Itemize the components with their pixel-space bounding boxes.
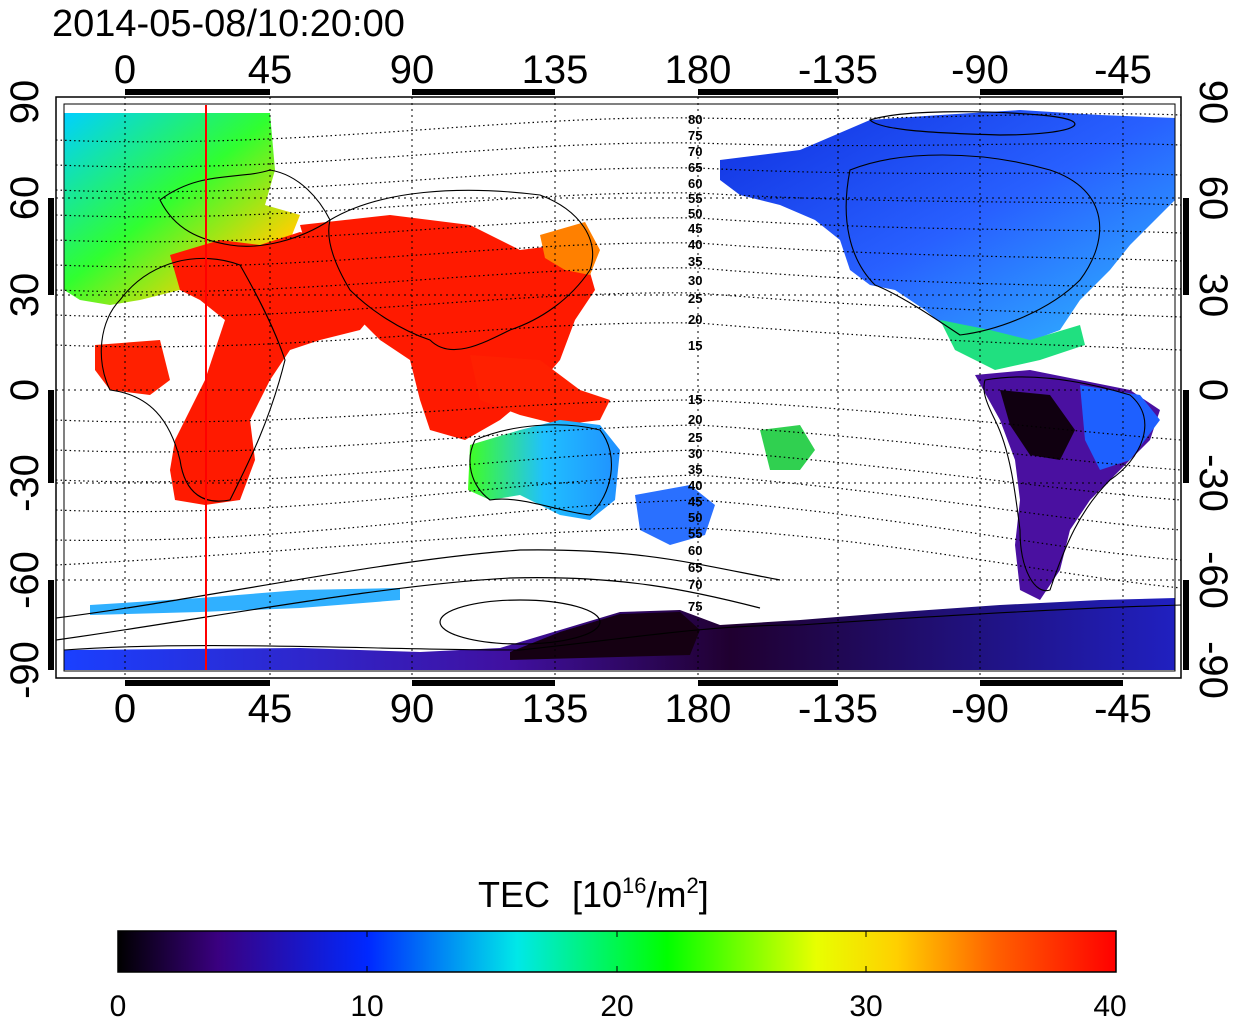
colorbar-unit-exp1: 16 bbox=[622, 873, 646, 898]
tec-patch-west-africa bbox=[95, 340, 170, 395]
colorbar-tick-label: 20 bbox=[600, 990, 633, 1021]
left-lat-labels: 90 60 30 0 -30 -60 -90 bbox=[3, 80, 47, 699]
right-lat-label: 60 bbox=[1191, 176, 1235, 221]
tec-patch-australia bbox=[468, 420, 620, 520]
coastlines bbox=[63, 154, 1181, 651]
contour-labels-south: 15 20 25 30 35 40 45 50 55 60 65 70 75 bbox=[688, 392, 702, 614]
bottom-lon-label: 90 bbox=[390, 687, 435, 731]
colorbar-unit-close: ] bbox=[699, 874, 709, 915]
contour-label: 60 bbox=[688, 176, 702, 191]
contour-label: 35 bbox=[688, 254, 702, 269]
bottom-lon-labels: 0 45 90 135 180 -135 -90 -45 bbox=[114, 687, 1152, 731]
top-lon-labels: 0 45 90 135 180 -135 -90 -45 bbox=[114, 48, 1152, 92]
contour-label: 80 bbox=[688, 112, 702, 127]
tec-patch-sa-dark bbox=[1000, 390, 1075, 460]
left-lat-label: -60 bbox=[3, 551, 47, 609]
svg-text:TEC[1016/m2]: TEC [1016/m2] bbox=[478, 873, 709, 915]
contour-label: 15 bbox=[688, 392, 702, 407]
colorbar-unit-exp2: 2 bbox=[687, 873, 699, 898]
colorbar-tick-label: 10 bbox=[350, 990, 383, 1021]
map-title: 2014-05-08/10:20:00 bbox=[52, 3, 405, 45]
colorbar-unit-open: [10 bbox=[572, 874, 622, 915]
contour-label: 25 bbox=[688, 291, 702, 306]
tec-patch-pacific bbox=[760, 425, 815, 470]
contour-label: 15 bbox=[688, 338, 702, 353]
bottom-lon-label: -90 bbox=[951, 687, 1009, 731]
right-lat-label: 0 bbox=[1191, 379, 1235, 401]
contour-label: 50 bbox=[688, 206, 702, 221]
contour-label: 45 bbox=[688, 221, 702, 236]
top-lon-label: -45 bbox=[1094, 48, 1152, 92]
contour-label: 20 bbox=[688, 412, 702, 427]
right-lat-label: -60 bbox=[1191, 551, 1235, 609]
tec-patch-new-zealand bbox=[635, 485, 715, 545]
colorbar-tick-label: 0 bbox=[110, 990, 127, 1021]
top-lon-label: -135 bbox=[798, 48, 878, 92]
contour-label: 30 bbox=[688, 446, 702, 461]
right-lat-label: 30 bbox=[1191, 273, 1235, 318]
map-grid bbox=[56, 97, 1181, 678]
contour-label: 75 bbox=[688, 128, 702, 143]
colorbar: 0 10 20 30 40 bbox=[110, 930, 1127, 1021]
bottom-lon-label: -135 bbox=[798, 687, 878, 731]
tec-patch-africa bbox=[170, 232, 385, 505]
contour-label: 45 bbox=[688, 494, 702, 509]
contour-label: 70 bbox=[688, 577, 702, 592]
right-lat-label: -30 bbox=[1191, 454, 1235, 512]
bottom-lon-label: 0 bbox=[114, 687, 136, 731]
right-lat-label: 90 bbox=[1191, 80, 1235, 125]
map-plot-area: 80 75 70 65 60 55 50 45 40 35 30 25 20 1… bbox=[56, 97, 1181, 678]
contour-label: 30 bbox=[688, 273, 702, 288]
magnetic-contours bbox=[56, 113, 1181, 589]
magnetic-contours-solid bbox=[56, 111, 1076, 645]
contour-label: 65 bbox=[688, 160, 702, 175]
contour-label: 65 bbox=[688, 560, 702, 575]
contour-label: 20 bbox=[688, 312, 702, 327]
contour-labels-north: 80 75 70 65 60 55 50 45 40 35 30 25 20 1… bbox=[688, 112, 702, 353]
contour-label: 55 bbox=[688, 526, 702, 541]
left-lat-label: -30 bbox=[3, 454, 47, 512]
right-lat-label: -90 bbox=[1191, 641, 1235, 699]
contour-label: 50 bbox=[688, 510, 702, 525]
colorbar-unit-mid: /m bbox=[647, 874, 687, 915]
bottom-lon-label: -45 bbox=[1094, 687, 1152, 731]
colorbar-tick-label: 30 bbox=[849, 990, 882, 1021]
colorbar-tick-label: 40 bbox=[1093, 990, 1126, 1021]
contour-label: 25 bbox=[688, 430, 702, 445]
colorbar-label: TEC [1016/m2] bbox=[478, 873, 709, 915]
contour-label: 60 bbox=[688, 543, 702, 558]
colorbar-label-name: TEC bbox=[478, 874, 550, 915]
contour-label: 40 bbox=[688, 478, 702, 493]
top-lon-label: 90 bbox=[390, 48, 435, 92]
left-lat-label: 30 bbox=[3, 273, 47, 318]
tec-patch-southern-ocean bbox=[90, 588, 400, 615]
contour-label: 35 bbox=[688, 462, 702, 477]
left-lat-label: 90 bbox=[3, 80, 47, 125]
tec-patch-indonesia bbox=[470, 355, 610, 425]
left-lat-label: 60 bbox=[3, 176, 47, 221]
contour-label: 70 bbox=[688, 144, 702, 159]
contour-label: 55 bbox=[688, 191, 702, 206]
left-lat-label: -90 bbox=[3, 641, 47, 699]
tec-patch-north-america bbox=[720, 110, 1175, 355]
colorbar-gradient bbox=[117, 930, 1117, 973]
left-lat-label: 0 bbox=[3, 379, 47, 401]
map-frame bbox=[48, 89, 1189, 686]
top-lon-label: 180 bbox=[665, 48, 732, 92]
contour-label: 75 bbox=[688, 599, 702, 614]
contour-label: 40 bbox=[688, 237, 702, 252]
top-lon-label: 0 bbox=[114, 48, 136, 92]
top-lon-label: -90 bbox=[951, 48, 1009, 92]
right-lat-labels: 90 60 30 0 -30 -60 -90 bbox=[1191, 80, 1235, 699]
top-lon-label: 45 bbox=[248, 48, 293, 92]
tec-patch-antarctica-dark bbox=[510, 612, 700, 660]
bottom-lon-label: 180 bbox=[665, 687, 732, 731]
top-lon-label: 135 bbox=[522, 48, 589, 92]
bottom-lon-label: 135 bbox=[522, 687, 589, 731]
bottom-lon-label: 45 bbox=[248, 687, 293, 731]
